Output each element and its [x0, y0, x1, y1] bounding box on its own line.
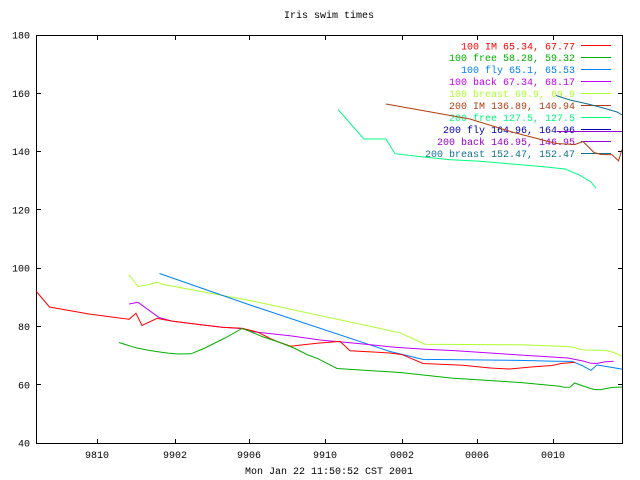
svg-text:100 free 58.28, 59.32: 100 free 58.28, 59.32 [449, 53, 575, 65]
svg-text:0002: 0002 [390, 451, 414, 462]
svg-text:100 fly 65.1, 65.53: 100 fly 65.1, 65.53 [461, 65, 575, 77]
svg-text:Iris swim times: Iris swim times [284, 10, 374, 22]
svg-text:140: 140 [12, 148, 30, 159]
svg-text:9906: 9906 [237, 451, 261, 462]
svg-text:200 breast 152.47, 152.47: 200 breast 152.47, 152.47 [425, 149, 575, 161]
svg-text:9902: 9902 [163, 451, 187, 462]
svg-text:100: 100 [12, 265, 30, 276]
svg-text:100 breast 69.9, 69.9: 100 breast 69.9, 69.9 [449, 89, 575, 101]
svg-text:80: 80 [18, 323, 30, 334]
svg-text:120: 120 [12, 207, 30, 218]
svg-text:200 back 146.95, 146.95: 200 back 146.95, 146.95 [437, 137, 575, 149]
svg-text:9810: 9810 [85, 451, 109, 462]
svg-text:60: 60 [18, 381, 30, 392]
svg-text:Mon Jan 22 11:50:52 CST 2001: Mon Jan 22 11:50:52 CST 2001 [245, 467, 413, 478]
svg-text:0010: 0010 [541, 451, 565, 462]
svg-text:0006: 0006 [465, 451, 489, 462]
svg-text:9910: 9910 [313, 451, 337, 462]
svg-text:200 IM 136.89, 140.94: 200 IM 136.89, 140.94 [449, 102, 575, 113]
svg-text:100 IM 65.34, 67.77: 100 IM 65.34, 67.77 [461, 42, 575, 53]
svg-text:100 back 67.34, 68.17: 100 back 67.34, 68.17 [449, 77, 575, 89]
svg-text:180: 180 [12, 32, 30, 43]
svg-text:160: 160 [12, 90, 30, 101]
svg-text:40: 40 [18, 440, 30, 451]
